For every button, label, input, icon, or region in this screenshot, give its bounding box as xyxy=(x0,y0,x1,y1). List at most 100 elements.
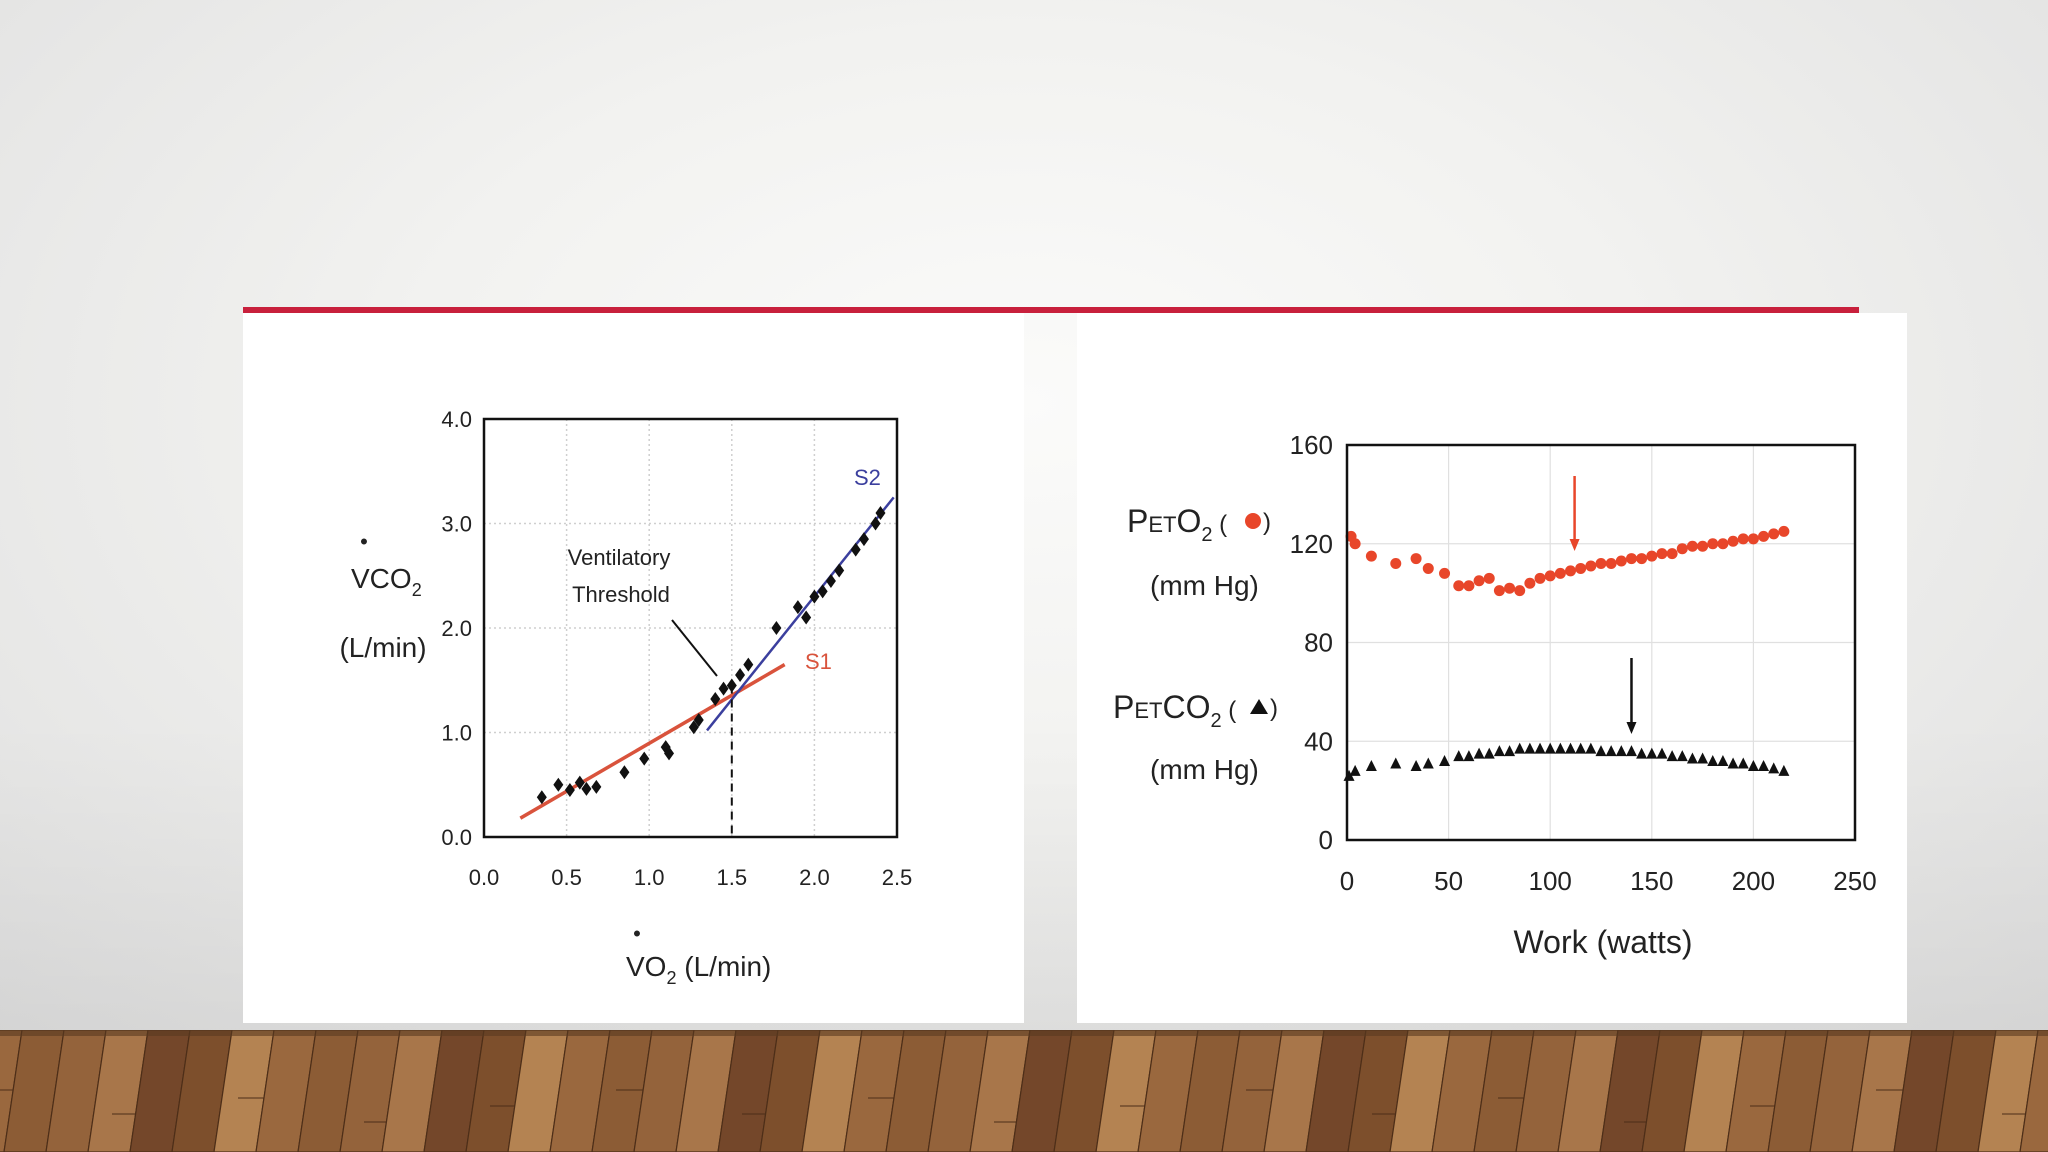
petco2-point xyxy=(1686,752,1698,764)
y-axis-label: VCO2 xyxy=(351,563,422,600)
y-tick-label: 120 xyxy=(1290,529,1333,559)
petco2-point xyxy=(1483,747,1495,759)
petco2-point xyxy=(1544,742,1556,754)
data-point xyxy=(735,668,746,683)
y-tick-label: 4.0 xyxy=(441,407,472,432)
annotation-pointer xyxy=(671,619,718,677)
peto2-point xyxy=(1483,572,1495,584)
floor-plank xyxy=(1641,1030,1703,1152)
floor-plank xyxy=(297,1030,359,1152)
peto2-point xyxy=(1390,558,1402,569)
floor-plank xyxy=(1137,1030,1199,1152)
y-axis-unit: (L/min) xyxy=(339,632,426,663)
peto2-point xyxy=(1544,570,1556,582)
petco2-point xyxy=(1636,747,1648,759)
x-tick-label: 250 xyxy=(1833,866,1876,896)
petco2-point xyxy=(1595,745,1607,757)
petco2-point xyxy=(1504,745,1516,757)
peto2-point xyxy=(1595,558,1607,569)
data-point xyxy=(664,746,675,761)
x-tick-label: 1.0 xyxy=(634,865,665,890)
petco2-point xyxy=(1646,747,1658,759)
floor-plank xyxy=(1935,1030,1997,1152)
petco2-point xyxy=(1727,757,1739,769)
peto2-point xyxy=(1747,533,1759,545)
y-tick-label: 3.0 xyxy=(441,512,472,537)
floor-plank xyxy=(1683,1030,1745,1152)
data-point xyxy=(710,692,721,707)
peto2-point xyxy=(1524,577,1536,589)
data-point xyxy=(688,720,699,735)
data-point xyxy=(870,516,881,531)
peto2-point xyxy=(1493,585,1505,597)
vco2-chart: 0.0 0.5 1.0 1.5 2.0 2.50.01.02.03.04.0 S1 S2 … xyxy=(339,407,912,988)
floor-plank xyxy=(1263,1030,1325,1152)
peto2-point xyxy=(1615,555,1627,567)
wooden-floor xyxy=(0,1030,2048,1152)
floor-plank xyxy=(2019,1030,2048,1152)
data-point xyxy=(817,584,828,599)
x-tick-label: 50 xyxy=(1434,866,1463,896)
peto2-point xyxy=(1676,543,1688,555)
chart-panel-vco2: 0.0 0.5 1.0 1.5 2.0 2.5 0.0 1.0 2.0 3.0 4.0 S1 S2 … xyxy=(243,313,1024,1023)
y-tick-label: 160 xyxy=(1290,430,1333,460)
peto2-point xyxy=(1646,550,1658,562)
floor-plank xyxy=(801,1030,863,1152)
petco2-point xyxy=(1768,762,1780,774)
floor-plank xyxy=(1809,1030,1871,1152)
data-point xyxy=(834,563,845,578)
axes xyxy=(482,417,899,839)
peto2-point xyxy=(1666,548,1678,560)
data-point xyxy=(564,782,575,797)
petco2-point xyxy=(1747,759,1759,771)
data-point xyxy=(801,610,812,625)
s2-label: S2 xyxy=(854,465,881,490)
floor-plank xyxy=(717,1030,779,1152)
axes xyxy=(1345,443,1857,842)
peto2-point xyxy=(1697,540,1709,552)
x-tick-label: 0.0 xyxy=(469,865,500,890)
petco2-point xyxy=(1473,747,1485,759)
y-tick-label: 2.0 xyxy=(441,616,472,641)
peto2-point xyxy=(1717,538,1729,550)
peto2-point xyxy=(1473,575,1485,587)
tick-labels: 0 50 100 150 200 250 0 40 80 120 160 xyxy=(1290,430,1877,896)
petco2-point xyxy=(1758,759,1770,771)
petco2-point xyxy=(1453,750,1465,762)
floor-plank xyxy=(1431,1030,1493,1152)
data-point xyxy=(858,532,869,547)
floor-plank xyxy=(1179,1030,1241,1152)
floor-plank xyxy=(1473,1030,1535,1152)
petco2-point xyxy=(1365,759,1377,771)
peto2-point xyxy=(1534,572,1546,584)
peto2-arrow-head xyxy=(1569,539,1580,551)
x-tick-label: 2.0 xyxy=(799,865,830,890)
petco2-point xyxy=(1349,764,1361,776)
y-tick-label: 0 xyxy=(1319,825,1333,855)
petco2-point xyxy=(1493,745,1505,757)
floor-plank xyxy=(1977,1030,2039,1152)
peto2-point xyxy=(1585,560,1597,572)
petco2-point xyxy=(1390,757,1402,769)
data-point xyxy=(639,751,650,766)
y-tick-label: 80 xyxy=(1304,628,1333,658)
peto2-legend-close: ) xyxy=(1263,509,1271,536)
petco2-point xyxy=(1585,742,1597,754)
arrows xyxy=(1569,476,1637,734)
pet-chart: 0 50 100 150 200 250 0 40 80 120 160 PETO2 ( ) (mm… xyxy=(1113,430,1877,960)
petco2-point xyxy=(1554,742,1566,754)
plot-frame xyxy=(482,417,899,839)
x-tick-label: 0.5 xyxy=(551,865,582,890)
data-point xyxy=(825,573,836,588)
data-points xyxy=(1343,525,1790,781)
peto2-point xyxy=(1636,553,1648,565)
petco2-legend-marker xyxy=(1250,699,1268,714)
floor-plank xyxy=(465,1030,527,1152)
floor-plank xyxy=(843,1030,905,1152)
floor-plank xyxy=(87,1030,149,1152)
data-point xyxy=(726,678,737,693)
plot-frame xyxy=(1345,443,1857,842)
y-tick-label: 0.0 xyxy=(441,825,472,850)
peto2-point xyxy=(1365,550,1377,562)
data-point xyxy=(743,657,754,672)
